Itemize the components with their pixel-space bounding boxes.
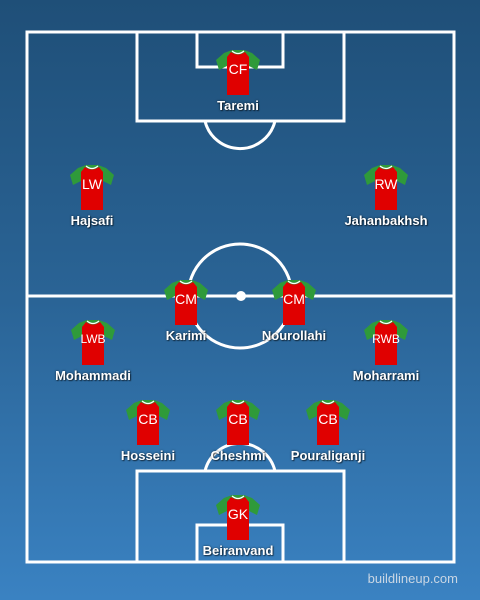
player-cm-left[interactable]: CM Karimi	[126, 278, 246, 348]
player-name-label: Pouraliganji	[290, 448, 366, 463]
jersey-icon: CM	[272, 278, 316, 326]
player-name-label: Cheshmi	[210, 448, 266, 463]
jersey-icon: LWB	[71, 318, 115, 366]
player-position-label: LW	[82, 176, 102, 192]
jersey-icon: CM	[164, 278, 208, 326]
player-position-label: CM	[175, 291, 197, 307]
player-name-label: Taremi	[217, 98, 259, 113]
player-position-label: CF	[228, 61, 248, 77]
player-name-label: Beiranvand	[202, 543, 274, 558]
jersey-icon: RWB	[364, 318, 408, 366]
player-name-label: Hosseini	[120, 448, 176, 463]
player-cb-right[interactable]: CB Pouraliganji	[268, 398, 388, 468]
player-position-label: CB	[138, 411, 158, 427]
player-lwb[interactable]: LWB Mohammadi	[33, 318, 153, 388]
player-position-label: LWB	[80, 332, 106, 346]
jersey-icon: RW	[364, 163, 408, 211]
jersey-icon: CB	[306, 398, 350, 446]
player-name-label: Jahanbakhsh	[344, 213, 428, 228]
jersey-icon: LW	[70, 163, 114, 211]
watermark-text: buildlineup.com	[367, 571, 458, 586]
player-position-label: CB	[318, 411, 338, 427]
player-cb-left[interactable]: CB Hosseini	[88, 398, 208, 468]
player-name-label: Karimi	[165, 328, 207, 343]
player-name-label: Nourollahi	[261, 328, 327, 343]
player-rwb[interactable]: RWB Moharrami	[326, 318, 446, 388]
player-gk[interactable]: GK Beiranvand	[178, 493, 298, 563]
jersey-icon: GK	[216, 493, 260, 541]
player-cm-right[interactable]: CM Nourollahi	[234, 278, 354, 348]
player-lw[interactable]: LW Hajsafi	[32, 163, 152, 233]
jersey-icon: CF	[216, 48, 260, 96]
player-name-label: Moharrami	[352, 368, 420, 383]
player-position-label: CB	[228, 411, 248, 427]
player-position-label: RWB	[372, 332, 400, 346]
jersey-icon: CB	[126, 398, 170, 446]
player-name-label: Mohammadi	[55, 368, 131, 383]
player-position-label: RW	[374, 176, 398, 192]
player-cb-center[interactable]: CB Cheshmi	[178, 398, 298, 468]
player-cf[interactable]: CF Taremi	[178, 48, 298, 118]
centre-spot	[236, 291, 246, 301]
player-position-label: CM	[283, 291, 305, 307]
player-name-label: Hajsafi	[70, 213, 114, 228]
jersey-icon: CB	[216, 398, 260, 446]
player-position-label: GK	[227, 506, 249, 522]
player-rw[interactable]: RW Jahanbakhsh	[326, 163, 446, 233]
top-penalty-arc	[203, 120, 277, 151]
